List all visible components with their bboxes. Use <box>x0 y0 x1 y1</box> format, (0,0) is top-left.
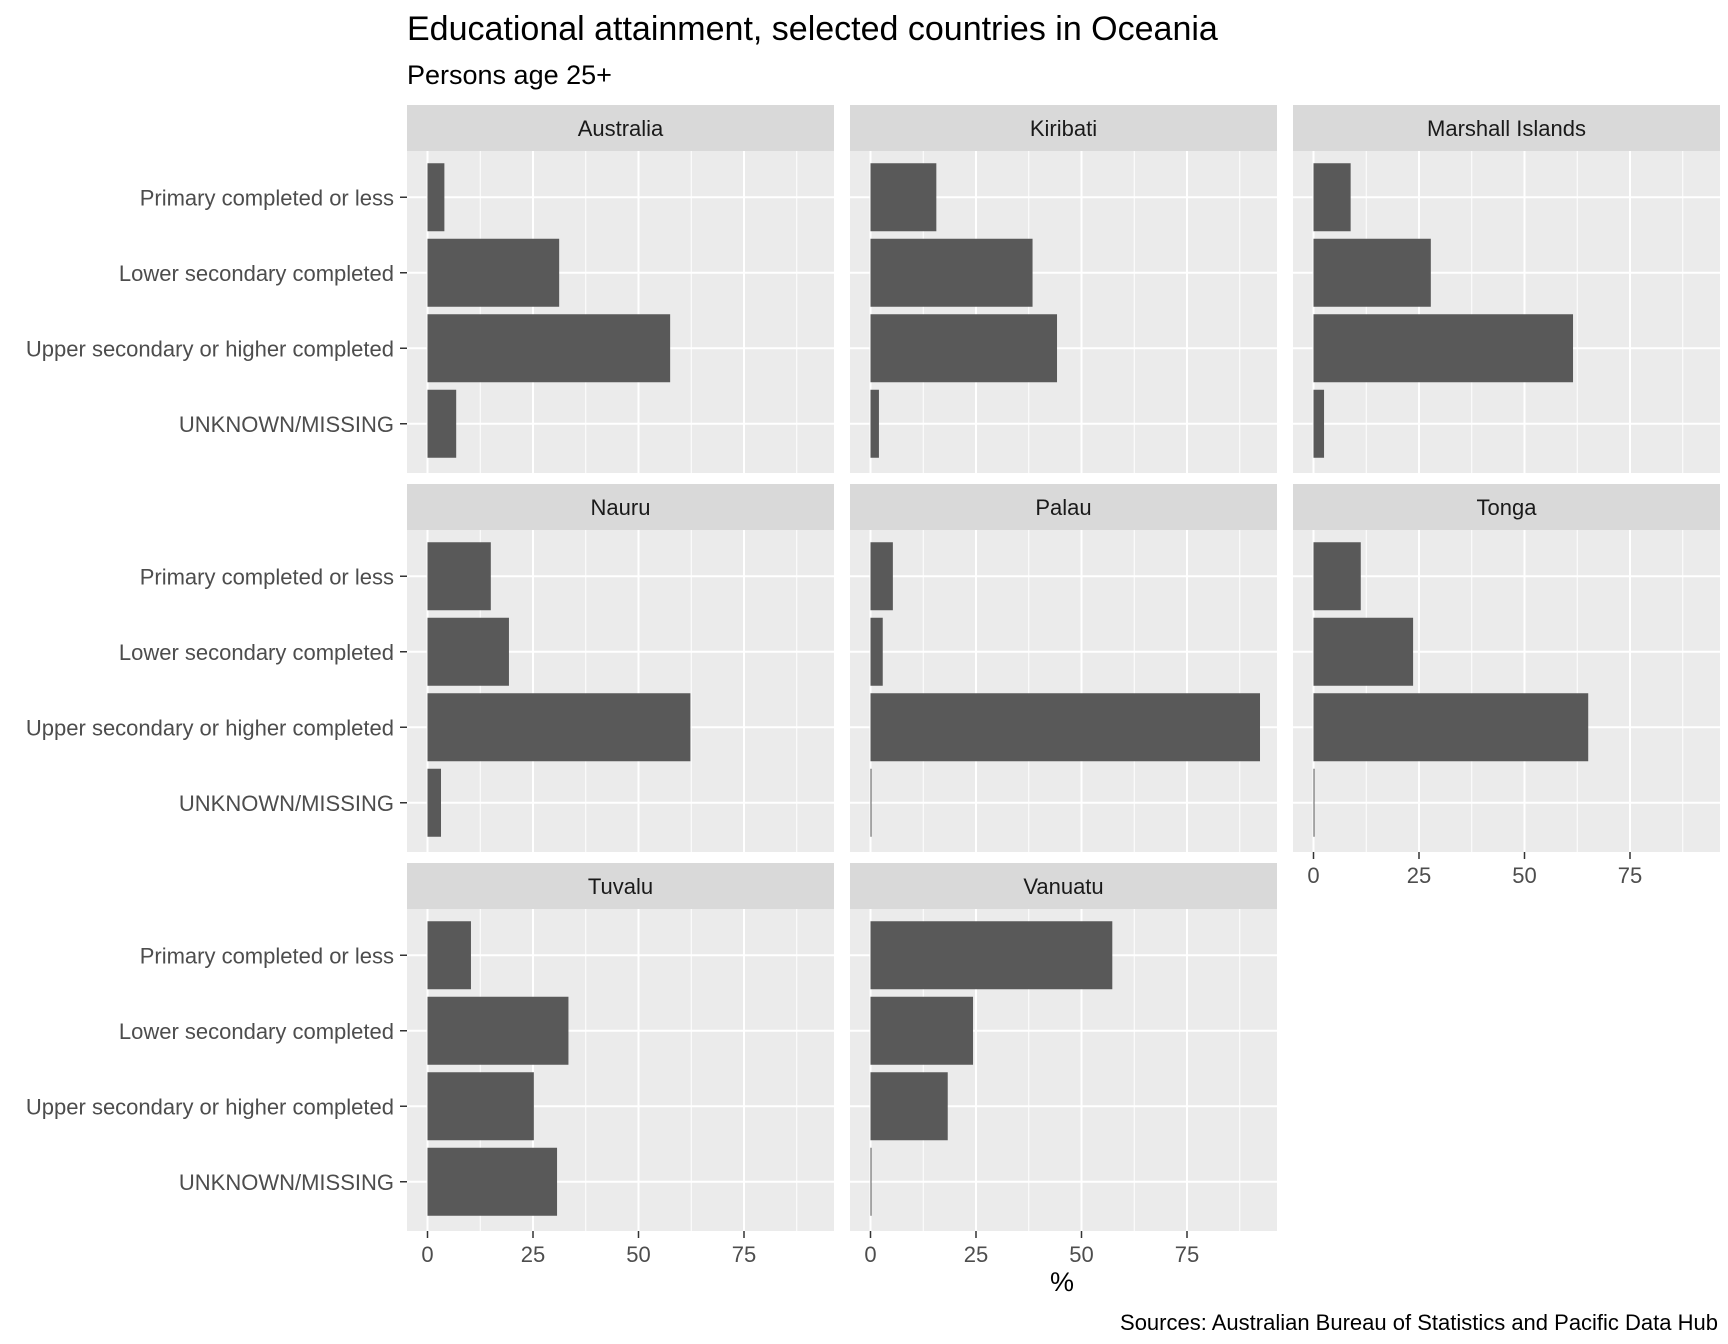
bar-primary-completed-or-less <box>870 921 1113 990</box>
facet-strip <box>407 863 834 909</box>
bar-unknown-missing <box>427 389 457 458</box>
y-tick-label: UNKNOWN/MISSING <box>179 1170 394 1195</box>
bar-upper-secondary-or-higher-completed <box>870 1072 948 1141</box>
bar-lower-secondary-completed <box>427 238 560 307</box>
x-tick-label: 75 <box>732 1242 756 1267</box>
x-tick-label: 75 <box>1618 863 1642 888</box>
facet-tuvalu: Tuvalu Primary completed or less Lower sec… <box>26 863 834 1267</box>
facet-strip <box>1293 484 1720 530</box>
bar-lower-secondary-completed <box>870 996 974 1065</box>
x-axis-title: % <box>1050 1267 1074 1297</box>
plot-panel <box>1293 530 1720 852</box>
bar-lower-secondary-completed <box>870 238 1033 307</box>
bar-primary-completed-or-less <box>870 163 937 232</box>
bar-upper-secondary-or-higher-completed <box>427 693 691 762</box>
bar-primary-completed-or-less <box>870 542 893 611</box>
chart-title: Educational attainment, selected countri… <box>407 10 1218 48</box>
bar-upper-secondary-or-higher-completed <box>870 693 1261 762</box>
bar-unknown-missing <box>870 1147 872 1216</box>
bar-lower-secondary-completed <box>1313 617 1414 686</box>
plot-panel <box>407 151 834 473</box>
plot-panel <box>1293 151 1720 473</box>
bar-upper-secondary-or-higher-completed <box>870 314 1058 383</box>
y-tick-label: Upper secondary or higher completed <box>26 336 394 361</box>
facet-tonga: Tonga 0 25 50 75 <box>1293 484 1720 888</box>
facet-label: Marshall Islands <box>1427 116 1586 141</box>
facet-strip <box>407 484 834 530</box>
y-tick-label: Upper secondary or higher completed <box>26 1094 394 1119</box>
y-tick-label: UNKNOWN/MISSING <box>179 791 394 816</box>
x-tick-label: 0 <box>1307 863 1319 888</box>
y-tick-label: Lower secondary completed <box>119 640 394 665</box>
bar-primary-completed-or-less <box>1313 163 1351 232</box>
facet-strip <box>850 863 1277 909</box>
x-tick-label: 25 <box>1407 863 1431 888</box>
y-tick-label: Primary completed or less <box>140 943 394 968</box>
bar-upper-secondary-or-higher-completed <box>1313 314 1574 383</box>
plot-panel <box>850 530 1277 852</box>
y-tick-label: Lower secondary completed <box>119 261 394 286</box>
facet-kiribati: Kiribati <box>850 105 1277 473</box>
x-tick-label: 25 <box>964 1242 988 1267</box>
bar-unknown-missing <box>1313 768 1315 837</box>
facet-label: Tonga <box>1477 495 1538 520</box>
bar-lower-secondary-completed <box>427 996 569 1065</box>
facet-nauru: Nauru Primary completed or less Lower seco… <box>26 484 834 852</box>
x-tick-label: 75 <box>1175 1242 1199 1267</box>
y-tick-label: Upper secondary or higher completed <box>26 715 394 740</box>
facet-panels: Australia Primary completed or less Lower … <box>26 105 1720 1267</box>
bar-lower-secondary-completed <box>1313 238 1431 307</box>
bar-unknown-missing <box>870 389 879 458</box>
bar-unknown-missing <box>1313 389 1325 458</box>
y-tick-label: UNKNOWN/MISSING <box>179 412 394 437</box>
facet-label: Australia <box>578 116 664 141</box>
bar-primary-completed-or-less <box>427 921 471 990</box>
x-tick-label: 25 <box>521 1242 545 1267</box>
facet-label: Tuvalu <box>588 874 653 899</box>
facet-label: Vanuatu <box>1023 874 1103 899</box>
facet-marshall-islands: Marshall Islands <box>1293 105 1720 473</box>
facet-strip <box>1293 105 1720 151</box>
bar-unknown-missing <box>427 768 442 837</box>
facet-strip <box>407 105 834 151</box>
facet-label: Kiribati <box>1030 116 1097 141</box>
facet-strip <box>850 484 1277 530</box>
bar-lower-secondary-completed <box>870 617 883 686</box>
bar-upper-secondary-or-higher-completed <box>427 1072 534 1141</box>
x-tick-label: 0 <box>421 1242 433 1267</box>
bar-lower-secondary-completed <box>427 617 509 686</box>
bar-primary-completed-or-less <box>427 542 491 611</box>
chart-caption: Sources: Australian Bureau of Statistics… <box>1120 1310 1718 1335</box>
y-tick-label: Primary completed or less <box>140 564 394 589</box>
x-tick-label: 50 <box>626 1242 650 1267</box>
bar-primary-completed-or-less <box>1313 542 1361 611</box>
facet-label: Nauru <box>591 495 651 520</box>
x-tick-label: 50 <box>1069 1242 1093 1267</box>
bar-unknown-missing <box>427 1147 558 1216</box>
y-tick-label: Lower secondary completed <box>119 1019 394 1044</box>
bar-upper-secondary-or-higher-completed <box>427 314 671 383</box>
x-tick-label: 0 <box>864 1242 876 1267</box>
facet-vanuatu: Vanuatu 0 25 50 75 <box>850 863 1277 1267</box>
facet-palau: Palau <box>850 484 1277 852</box>
x-tick-label: 50 <box>1512 863 1536 888</box>
bar-primary-completed-or-less <box>427 163 445 232</box>
bar-unknown-missing <box>870 768 872 837</box>
facet-strip <box>850 105 1277 151</box>
y-tick-label: Primary completed or less <box>140 185 394 210</box>
facet-australia: Australia Primary completed or less Lower … <box>26 105 834 473</box>
chart-subtitle: Persons age 25+ <box>407 60 612 90</box>
bar-upper-secondary-or-higher-completed <box>1313 693 1589 762</box>
facet-label: Palau <box>1035 495 1091 520</box>
